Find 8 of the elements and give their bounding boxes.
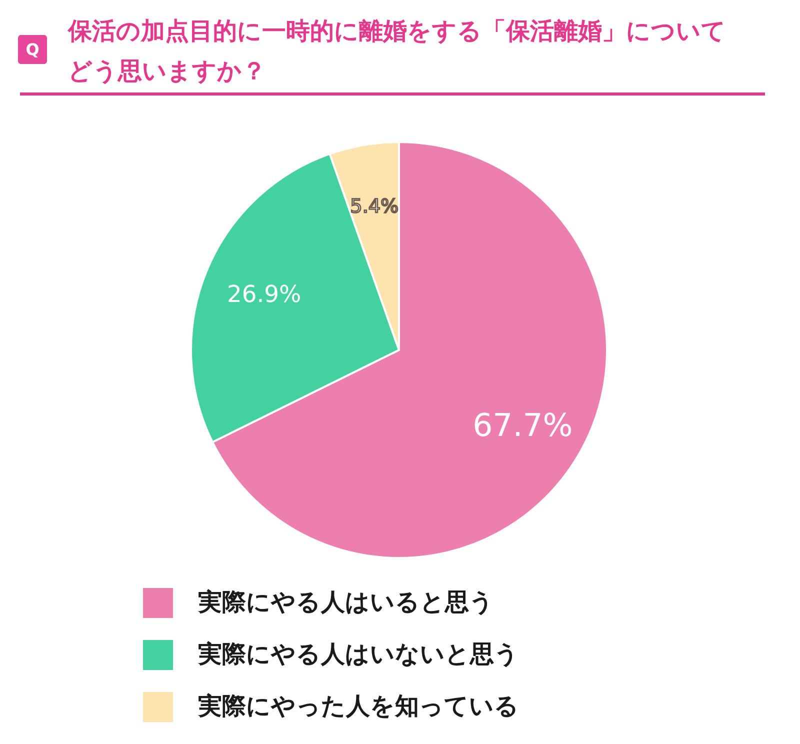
legend-label: 実際にやった人を知っている xyxy=(197,692,519,720)
chart-title: 保活の加点目的に一時的に離婚をする「保活離婚」についてどう思いますか？ xyxy=(67,17,726,85)
data-label: 67.7% xyxy=(472,408,573,444)
legend-label: 実際にやる人はいないと思う xyxy=(197,640,519,668)
legend-label: 実際にやる人はいると思う xyxy=(197,588,494,616)
data-label: 5.4% xyxy=(350,195,399,218)
text: Q xyxy=(26,40,40,59)
data-label: 26.9% xyxy=(227,280,302,308)
